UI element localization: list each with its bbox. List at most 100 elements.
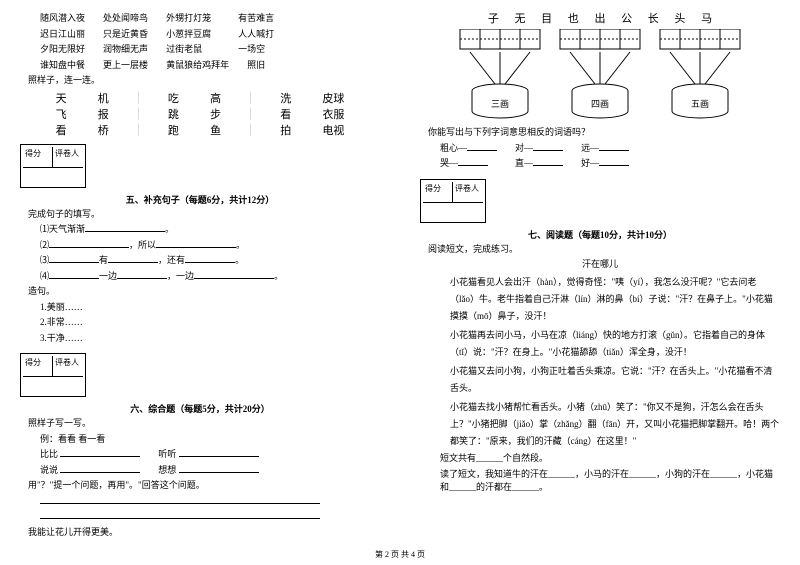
phrase: 迟日江山丽: [40, 29, 85, 39]
grader-label: 评卷人: [53, 147, 83, 167]
q5-item: ⑴天气渐渐: [40, 224, 85, 234]
score-box: 得分评卷人: [420, 179, 486, 223]
match-word: 步: [207, 106, 224, 122]
fill-blank[interactable]: [117, 270, 167, 279]
match-word: 拍: [277, 122, 294, 138]
score-label: 得分: [23, 356, 53, 376]
section-6-title: 六、综合题（每题5分，共计20分）: [20, 402, 380, 415]
match-word: 跑: [165, 122, 182, 138]
fill-blank[interactable]: [60, 464, 140, 473]
fill-blank[interactable]: [108, 254, 158, 263]
match-word: 看: [53, 122, 70, 138]
fill-blank[interactable]: [49, 239, 129, 248]
fill-blank[interactable]: [40, 510, 320, 519]
q7-1: 阅读短文，完成练习。: [428, 243, 780, 257]
char: 公: [621, 10, 632, 26]
drum-group: 五画: [655, 29, 745, 124]
phrase: 有苦难言: [238, 13, 274, 23]
fill-blank[interactable]: [533, 142, 563, 151]
q6-3: 我能让花儿开得更美。: [28, 526, 380, 540]
q7-sub2: 读了短文，我知道牛的汗在______，小马的汗在______，小狗的汗在____…: [420, 468, 780, 495]
grader-label: 评卷人: [453, 182, 483, 202]
phrase: 润物细无声: [103, 44, 148, 54]
phrase: 更上一层楼: [103, 60, 148, 70]
phrase: 夕阳无限好: [40, 44, 85, 54]
phrase: 处处闻啼鸟: [103, 13, 148, 23]
phrase: 人人喊打: [238, 29, 274, 39]
char: 头: [674, 10, 685, 26]
drum-group: 四画: [555, 29, 645, 124]
fill-blank[interactable]: [60, 448, 140, 457]
conj: 一边: [176, 271, 194, 281]
q5-item: ⑶: [40, 255, 49, 265]
q4-item: 哭—: [440, 158, 458, 168]
passage-p3: 小花猫又去问小狗，小狗正吐着舌头乘凉。它说："汗？在舌头上。"小花猫看不清舌头。: [420, 363, 780, 397]
fill-blank[interactable]: [467, 142, 497, 151]
match-word: 看: [277, 106, 294, 122]
fill-blank[interactable]: [49, 270, 99, 279]
q4-item: 好—: [581, 158, 599, 168]
phrase: 随风潜入夜: [40, 13, 85, 23]
q6-word: 想想: [158, 465, 176, 475]
fill-blank[interactable]: [179, 448, 259, 457]
section-7-title: 七、阅读题（每题10分，共计10分）: [420, 228, 780, 241]
conj: 一边: [99, 271, 117, 281]
fill-blank[interactable]: [156, 239, 236, 248]
match-word: 吃: [165, 90, 182, 106]
drum-label: 四画: [591, 99, 609, 109]
char: 子: [488, 10, 499, 26]
match-word: 报: [95, 106, 112, 122]
conj: 所以: [138, 240, 156, 250]
char: 长: [648, 10, 659, 26]
drum-label: 三画: [491, 99, 509, 109]
fill-blank[interactable]: [179, 464, 259, 473]
conj: 有: [99, 255, 108, 265]
drum-label: 五画: [691, 99, 709, 109]
q4-item: 对—: [515, 143, 533, 153]
fill-blank[interactable]: [40, 495, 320, 504]
q6-word: 说说: [40, 465, 58, 475]
match-word: 皮球: [319, 90, 347, 106]
drum-group: 三画: [455, 29, 545, 124]
match-word: 天: [53, 90, 70, 106]
q6-word: 比比: [40, 449, 58, 459]
q6-word: 听听: [158, 449, 176, 459]
fill-blank[interactable]: [185, 254, 235, 263]
q6-2: 用"？"提一个问题，再用"。"回答这个问题。: [28, 479, 380, 493]
q6-1: 照样子写一写。: [28, 417, 380, 431]
page-footer: 第 2 页 共 4 页: [0, 549, 800, 560]
match-word: 跳: [165, 106, 182, 122]
section-5-title: 五、补充句子（每题6分，共计12分）: [20, 193, 380, 206]
phrase: 过街老鼠: [166, 44, 202, 54]
fill-blank[interactable]: [599, 157, 629, 166]
q5-item: ⑷: [40, 271, 49, 281]
char: 马: [701, 10, 712, 26]
fill-blank[interactable]: [533, 157, 563, 166]
match-word: 鱼: [207, 122, 224, 138]
passage-title: 汗在哪儿: [420, 258, 780, 272]
match-word: 电视: [319, 122, 347, 138]
phrase: 黄鼠狼给鸡拜年: [166, 60, 229, 70]
q5-2-item: 2.非常……: [40, 317, 83, 327]
score-box: 得分评卷人: [20, 144, 86, 188]
match-word: 飞: [53, 106, 70, 122]
char: 出: [594, 10, 605, 26]
q5-2-item: 3.干净……: [40, 333, 83, 343]
phrase: 一场空: [238, 44, 265, 54]
phrase: 小葱拌豆腐: [166, 29, 211, 39]
q4-text: 你能写出与下列字词意思相反的词语吗？: [428, 126, 780, 140]
q4-item: 直—: [515, 158, 533, 168]
match-word: 桥: [95, 122, 112, 138]
fill-blank[interactable]: [49, 254, 99, 263]
fill-blank[interactable]: [194, 270, 274, 279]
passage-p4: 小花猫去找小猪帮忙看舌头。小猪（zhū）笑了："你又不是狗，汗怎么会在舌头上？"…: [420, 399, 780, 450]
fill-blank[interactable]: [458, 157, 488, 166]
phrase: 只是近黄昏: [103, 29, 148, 39]
score-label: 得分: [23, 147, 53, 167]
fill-blank[interactable]: [599, 142, 629, 151]
fill-blank[interactable]: [85, 223, 165, 232]
char: 目: [541, 10, 552, 26]
q5-1: 完成句子的填写。: [28, 208, 380, 222]
match-word: 洗: [277, 90, 294, 106]
match-word: 衣服: [319, 106, 347, 122]
